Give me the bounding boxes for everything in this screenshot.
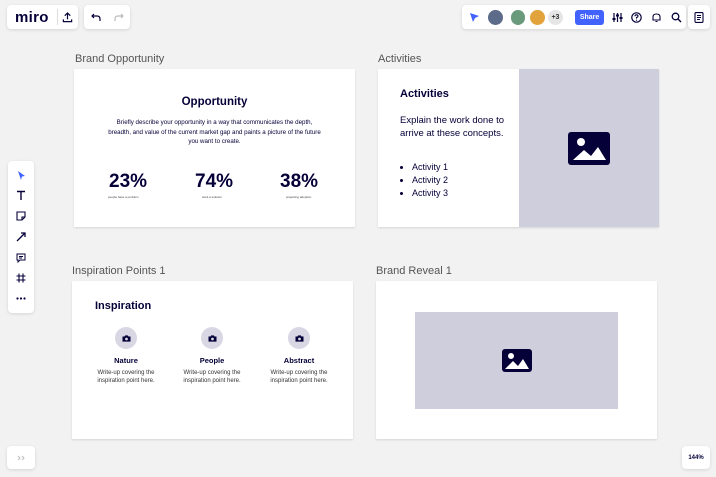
collapse-icon xyxy=(17,455,25,460)
opportunity-description: Briefly describe your opportunity in a w… xyxy=(108,119,321,146)
frame-inspiration-points[interactable]: Inspiration Nature Write-up covering the… xyxy=(72,281,353,439)
inspiration-point: Abstract Write-up covering the inspirati… xyxy=(259,327,339,385)
zoom-level[interactable]: 144% xyxy=(682,446,710,469)
inspiration-point-text: Write-up covering the inspiration point … xyxy=(270,370,328,384)
frame-tool-icon[interactable] xyxy=(8,268,34,288)
frame-label-brand-reveal[interactable]: Brand Reveal 1 xyxy=(376,265,452,277)
upload-icon[interactable] xyxy=(58,5,79,29)
stat-value: 74% xyxy=(195,171,234,192)
select-tool-icon[interactable] xyxy=(8,165,34,185)
help-icon[interactable] xyxy=(627,5,647,29)
undo-icon[interactable] xyxy=(84,5,107,29)
text-tool-icon[interactable] xyxy=(8,186,34,206)
notes-icon xyxy=(694,11,704,23)
connector-tool-icon[interactable] xyxy=(8,227,34,247)
activities-list: Activity 1 Activity 2 Activity 3 xyxy=(398,161,448,200)
list-item: Activity 1 xyxy=(412,161,448,174)
collaborator-avatar[interactable] xyxy=(486,8,504,26)
list-item: Activity 2 xyxy=(412,174,448,187)
collapse-panel-button[interactable] xyxy=(7,446,35,469)
stat-value: 38% xyxy=(280,171,319,192)
zoom-level-text: 144% xyxy=(688,454,704,461)
frame-label-brand-opportunity[interactable]: Brand Opportunity xyxy=(75,53,165,65)
bell-icon[interactable] xyxy=(647,5,667,29)
share-button[interactable]: Share xyxy=(574,9,605,25)
cursor-flag-icon[interactable] xyxy=(468,5,482,29)
frame-brand-opportunity[interactable]: Opportunity Briefly describe your opport… xyxy=(74,69,355,227)
topbar-left: miro xyxy=(7,5,78,29)
frame-label-inspiration-points[interactable]: Inspiration Points 1 xyxy=(72,265,166,277)
camera-icon xyxy=(201,327,223,349)
list-item: Activity 3 xyxy=(412,187,448,200)
more-collaborators-badge[interactable]: +3 xyxy=(548,9,563,25)
search-icon[interactable] xyxy=(666,5,686,29)
opportunity-heading: Opportunity xyxy=(181,96,248,108)
image-placeholder[interactable] xyxy=(519,69,659,227)
settings-sliders-icon[interactable] xyxy=(607,5,627,29)
stat-value: 23% xyxy=(109,171,148,192)
redo-icon[interactable] xyxy=(107,5,130,29)
activities-description: Explain the work done to arrive at these… xyxy=(400,115,505,139)
frame-brand-reveal[interactable] xyxy=(376,281,657,439)
comment-tool-icon[interactable] xyxy=(8,248,34,268)
stat-caption: people have a problem xyxy=(108,195,139,199)
inspiration-point-title: Abstract xyxy=(283,356,315,365)
stat-caption: projecting adoption xyxy=(286,195,312,199)
undo-redo-group xyxy=(84,5,130,29)
image-placeholder[interactable] xyxy=(415,312,618,409)
camera-icon xyxy=(115,327,137,349)
inspiration-point-title: People xyxy=(199,356,225,365)
more-tools-icon[interactable] xyxy=(8,289,34,309)
sticky-note-tool-icon[interactable] xyxy=(8,206,34,226)
inspiration-point-text: Write-up covering the inspiration point … xyxy=(97,370,155,384)
inspiration-point-title: Nature xyxy=(114,356,138,365)
topbar-right: +3 Share xyxy=(462,5,686,29)
inspiration-point: Nature Write-up covering the inspiration… xyxy=(86,327,166,385)
camera-icon xyxy=(288,327,310,349)
image-icon xyxy=(501,349,532,372)
collaborator-avatar[interactable] xyxy=(509,8,527,26)
inspiration-heading: Inspiration xyxy=(95,300,152,312)
frame-activities[interactable]: Activities Explain the work done to arri… xyxy=(378,69,659,227)
image-icon xyxy=(568,131,610,165)
stat-caption: want a solution xyxy=(202,195,223,199)
left-toolbar xyxy=(8,161,34,313)
activities-heading: Activities xyxy=(400,88,449,100)
miro-logo[interactable]: miro xyxy=(15,8,49,26)
board-menu-button[interactable] xyxy=(688,5,710,29)
inspiration-point: People Write-up covering the inspiration… xyxy=(172,327,252,385)
frame-label-activities[interactable]: Activities xyxy=(378,53,422,65)
collaborator-avatar[interactable] xyxy=(529,8,547,26)
divider xyxy=(56,9,58,25)
inspiration-point-text: Write-up covering the inspiration point … xyxy=(183,370,241,384)
